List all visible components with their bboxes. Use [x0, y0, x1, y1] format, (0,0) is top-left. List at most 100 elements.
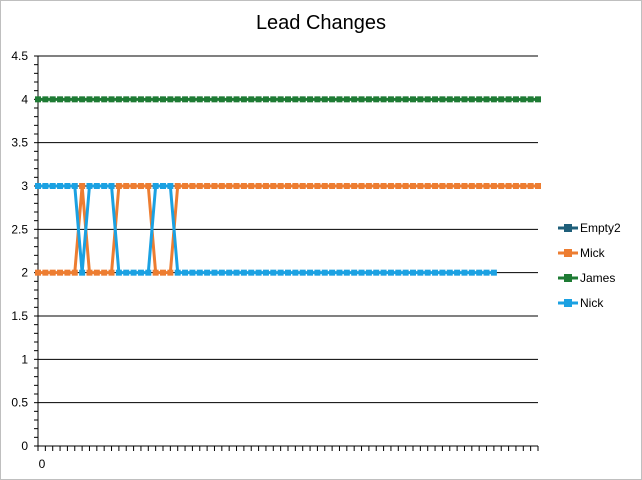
data-point [505, 183, 512, 189]
data-point [468, 183, 475, 189]
data-point [137, 96, 144, 103]
data-point [182, 183, 189, 189]
data-point [461, 183, 468, 189]
data-point [57, 183, 64, 189]
data-point [196, 96, 203, 103]
data-point [130, 269, 137, 276]
data-point [358, 269, 365, 276]
data-point [270, 183, 277, 189]
data-point [226, 183, 233, 189]
y-tick-label: 1.5 [11, 309, 28, 323]
data-point [417, 269, 424, 276]
data-point [86, 183, 93, 189]
data-point [255, 96, 262, 103]
data-point [358, 183, 365, 189]
data-point [299, 269, 306, 276]
data-point [285, 96, 291, 103]
data-point [262, 96, 269, 103]
data-point [145, 269, 152, 276]
data-point [270, 96, 277, 103]
data-point [395, 96, 402, 103]
data-point [270, 269, 277, 276]
data-point [262, 183, 269, 189]
data-point [307, 183, 314, 189]
data-point [233, 183, 240, 189]
data-point [498, 96, 505, 103]
data-point [314, 96, 321, 103]
data-point [454, 96, 461, 103]
data-point [240, 269, 247, 276]
data-point [64, 269, 71, 276]
data-point [365, 96, 372, 103]
data-point [189, 96, 196, 103]
data-point [424, 269, 431, 276]
data-point [424, 183, 431, 189]
data-point [490, 269, 497, 276]
data-point [218, 183, 225, 189]
y-tick-label: 1 [21, 352, 28, 366]
data-point [233, 96, 240, 103]
y-tick-label: 2.5 [11, 222, 28, 236]
legend-marker [564, 299, 572, 307]
data-point [86, 269, 93, 276]
data-point [108, 269, 115, 276]
data-point [299, 183, 306, 189]
data-point [101, 96, 108, 103]
data-point [476, 96, 483, 103]
data-point [108, 96, 115, 103]
data-point [35, 269, 41, 276]
data-point [123, 269, 130, 276]
data-point [233, 269, 240, 276]
data-point [483, 96, 490, 103]
data-point [454, 269, 461, 276]
data-point [79, 183, 86, 189]
data-point [476, 183, 483, 189]
data-point [439, 96, 446, 103]
data-point [373, 183, 380, 189]
data-point [380, 183, 387, 189]
data-point [321, 96, 328, 103]
data-point [468, 269, 475, 276]
data-point [189, 183, 196, 189]
data-point [240, 183, 247, 189]
data-point [512, 96, 519, 103]
data-point [248, 269, 255, 276]
data-point [204, 183, 211, 189]
data-point [196, 269, 203, 276]
data-point [93, 183, 100, 189]
data-point [476, 269, 483, 276]
data-point [446, 183, 453, 189]
data-point [417, 183, 424, 189]
data-point [218, 96, 225, 103]
data-point [152, 96, 159, 103]
data-point [145, 183, 152, 189]
data-point [71, 269, 78, 276]
data-point [160, 96, 166, 103]
data-point [64, 96, 71, 103]
data-point [79, 96, 86, 103]
data-point [174, 269, 181, 276]
data-point [285, 183, 291, 189]
data-point [520, 96, 527, 103]
data-point [329, 269, 336, 276]
data-point [93, 96, 100, 103]
data-point [321, 269, 328, 276]
data-point [167, 183, 174, 189]
y-tick-label: 4 [21, 92, 28, 106]
data-point [439, 183, 446, 189]
data-point [218, 269, 225, 276]
data-point [226, 96, 233, 103]
data-point [248, 96, 255, 103]
data-point [387, 183, 394, 189]
data-point [432, 96, 439, 103]
data-point [64, 183, 71, 189]
data-point [204, 96, 211, 103]
data-point [277, 269, 284, 276]
data-point [387, 96, 394, 103]
data-point [336, 269, 343, 276]
y-tick-label: 4.5 [11, 49, 28, 63]
data-point [461, 96, 468, 103]
data-point [42, 183, 49, 189]
data-point [137, 183, 144, 189]
